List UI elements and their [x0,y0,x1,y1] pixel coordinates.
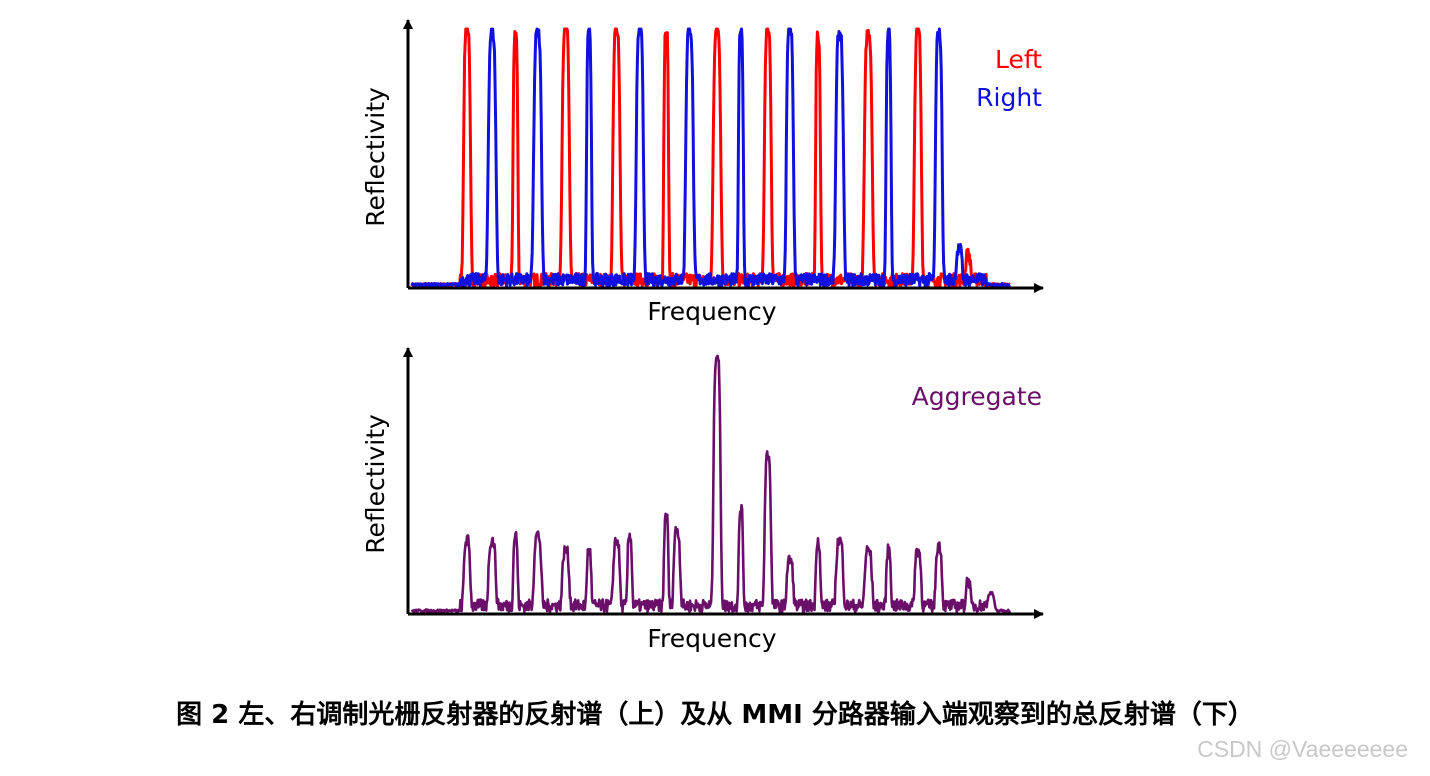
bottom-chart-plot [410,354,1012,614]
legend-right: Right [976,83,1042,112]
series-line-left [410,27,1011,288]
top-y-label: Reflectivity [361,87,390,227]
watermark: CSDN @Vaeeeeeee [1197,736,1408,762]
series-line-aggregate [410,354,1012,614]
series-line-right [410,27,1011,288]
figure-caption: 图 2 左、右调制光栅反射器的反射谱（上）及从 MMI 分路器输入端观察到的总反… [176,700,1254,730]
bottom-x-label: Frequency [647,624,776,653]
top-chart: Frequency Reflectivity Left Right [361,19,1044,326]
legend-left: Left [995,45,1042,74]
top-x-label: Frequency [647,297,776,326]
top-chart-plot [410,27,1011,288]
legend-aggregate: Aggregate [912,382,1042,411]
bottom-chart: Frequency Reflectivity Aggregate [361,347,1044,653]
bottom-y-label: Reflectivity [361,414,390,554]
